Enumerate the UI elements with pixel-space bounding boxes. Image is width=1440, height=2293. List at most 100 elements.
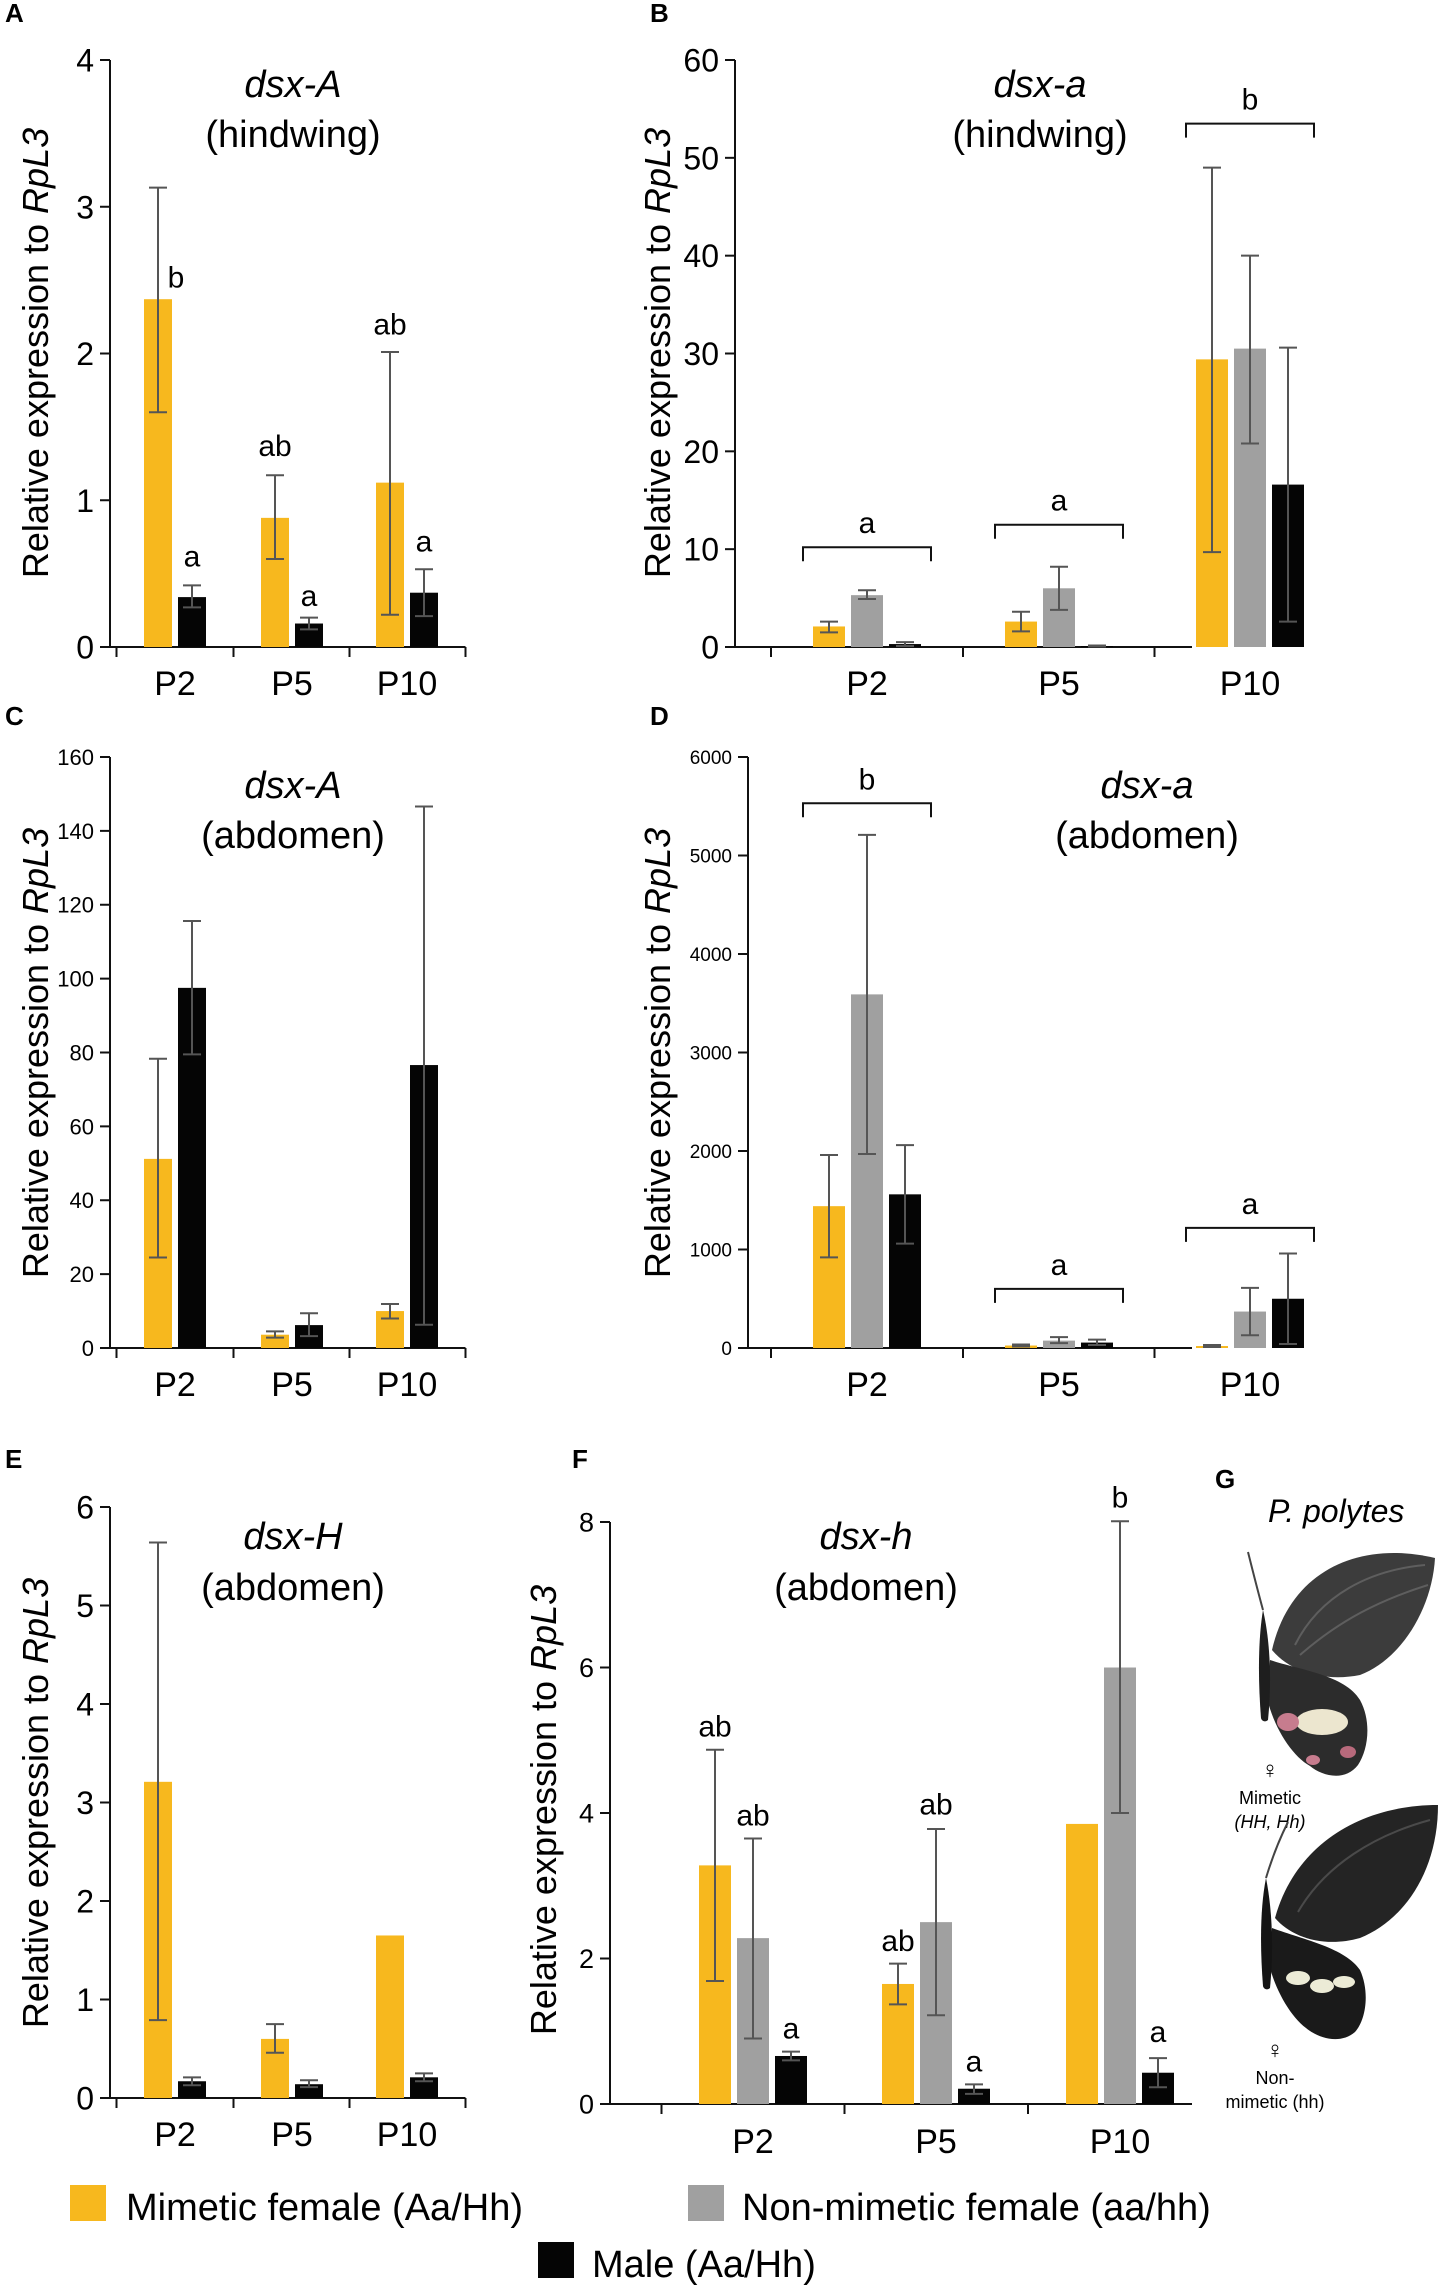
nonmimetic-label-1: Non-	[1255, 2068, 1294, 2088]
mimetic-female-symbol: ♀	[1261, 1757, 1279, 1784]
significance-letter-a: ab	[373, 308, 406, 341]
legend-swatch-nonmimetic	[688, 2185, 724, 2221]
species-name: P. polytes	[1268, 1493, 1404, 1529]
panel-g: G P. polytes ♀ Mimetic (HH, Hh) ♀ Non- m…	[1215, 1464, 1438, 2112]
y-tick-label-d: 4000	[690, 945, 732, 966]
nonmimetic-butterfly-image	[1261, 1805, 1438, 2040]
y-tick-label-e: 0	[76, 2081, 94, 2117]
significance-letter-b: b	[1242, 84, 1259, 117]
y-tick-label-c: 100	[57, 967, 94, 992]
y-tick-label-b: 50	[683, 140, 719, 176]
gene-title-a: dsx-A	[244, 64, 341, 106]
significance-letter-a: a	[184, 540, 201, 573]
tissue-title-c: (abdomen)	[201, 815, 385, 857]
tissue-title-e: (abdomen)	[201, 1567, 385, 1609]
significance-letter-a: a	[416, 526, 433, 559]
y-tick-label-b: 60	[683, 43, 719, 79]
significance-bracket-d	[1185, 1226, 1315, 1242]
significance-bracket-d	[994, 1287, 1124, 1303]
nonmimetic-white-band-2	[1310, 1979, 1334, 1993]
mimetic-label: Mimetic	[1239, 1788, 1301, 1808]
y-tick-label-c: 80	[70, 1040, 94, 1065]
y-tick-label-e: 5	[76, 1588, 94, 1624]
significance-letter-f: ab	[736, 1799, 769, 1832]
x-tick-label-c: P10	[377, 1366, 438, 1404]
y-axis-label-b: Relative expression to RpL3	[637, 128, 678, 578]
mimetic-white-patch	[1296, 1709, 1348, 1735]
mimetic-butterfly-image	[1247, 1551, 1435, 1776]
y-tick-label-c: 0	[82, 1336, 94, 1361]
y-tick-label-c: 120	[57, 893, 94, 918]
y-tick-label-f: 6	[579, 1653, 594, 1683]
x-tick-label-b: P2	[846, 665, 888, 703]
y-tick-label-a: 0	[76, 630, 94, 666]
y-tick-label-a: 1	[76, 483, 94, 519]
tissue-title-d: (abdomen)	[1055, 815, 1239, 857]
nonmimetic-label-2: mimetic (hh)	[1225, 2092, 1324, 2112]
gene-title-b: dsx-a	[994, 64, 1087, 106]
legend: Mimetic female (Aa/Hh) Non-mimetic femal…	[70, 2185, 1211, 2286]
x-tick-label-c: P5	[271, 1366, 313, 1404]
panel-letter-a: A	[5, 0, 24, 28]
panel-f: F 0 2 4 6 8 P2 P5 P10 Relative expression to RpL3…	[523, 1444, 1192, 2161]
significance-letter-f: ab	[698, 1711, 731, 1744]
panel-b: B 0 10 20 30 40 50 60 P2 P5 P10 Relative expression…	[637, 0, 1315, 703]
nonmimetic-body	[1261, 1878, 1273, 1990]
x-tick-label-a: P2	[154, 665, 196, 703]
bar-b-nonmimetic-p2	[851, 595, 883, 647]
significance-letter-f: ab	[881, 1925, 914, 1958]
y-axis-label-d: Relative expression to RpL3	[637, 828, 678, 1278]
significance-letter-f: a	[783, 2013, 800, 2046]
significance-letter-d: a	[1051, 1249, 1068, 1282]
y-tick-label-c: 140	[57, 819, 94, 844]
y-tick-label-d: 6000	[690, 748, 732, 769]
panel-e: E 0 1 2 3 4 5 6 P2 P5 P10 Relative expression to Rp…	[5, 1444, 467, 2154]
y-axis-label-a: Relative expression to RpL3	[15, 128, 56, 578]
y-tick-label-f: 8	[579, 1508, 594, 1538]
panel-c: C 0 20 40 60 80 100 120 140 160 P2 P5 P10 Relative ex…	[5, 701, 467, 1404]
x-tick-label-d: P2	[846, 1366, 888, 1404]
tissue-title-f: (abdomen)	[774, 1567, 958, 1609]
y-tick-label-b: 20	[683, 434, 719, 470]
y-tick-label-f: 0	[579, 2090, 594, 2120]
significance-bracket-b	[802, 546, 932, 562]
gene-title-c: dsx-A	[244, 765, 341, 807]
y-tick-label-a: 3	[76, 189, 94, 225]
significance-letter-f: b	[1112, 1481, 1129, 1514]
x-tick-label-b: P10	[1220, 665, 1281, 703]
bar-f-male-p2	[775, 2055, 807, 2104]
y-axis-label-e: Relative expression to RpL3	[15, 1578, 56, 2028]
y-tick-label-e: 4	[76, 1687, 94, 1723]
nonmimetic-white-band-1	[1286, 1971, 1310, 1985]
mimetic-body	[1258, 1610, 1271, 1722]
significance-bracket-d	[802, 802, 932, 818]
y-axis-label-f: Relative expression to RpL3	[523, 1585, 564, 2035]
panel-a: A 0 1 2 3 4 P2 P5 P10 Relative expression to RpL3…	[5, 0, 467, 703]
legend-label-male: Male (Aa/Hh)	[592, 2244, 816, 2286]
x-tick-label-e: P10	[377, 2116, 438, 2154]
significance-bracket-b	[994, 523, 1124, 539]
x-tick-label-f: P5	[915, 2123, 957, 2161]
nonmimetic-female-symbol: ♀	[1266, 2037, 1284, 2064]
y-tick-label-d: 1000	[690, 1240, 732, 1261]
significance-letter-d: b	[859, 763, 876, 796]
x-tick-label-c: P2	[154, 1366, 196, 1404]
y-tick-label-d: 5000	[690, 846, 732, 867]
y-tick-label-a: 2	[76, 336, 94, 372]
significance-letter-b: a	[1051, 485, 1068, 518]
y-tick-label-c: 60	[70, 1114, 94, 1139]
x-tick-label-a: P5	[271, 665, 313, 703]
y-axis-label-c: Relative expression to RpL3	[15, 828, 56, 1278]
y-tick-label-d: 2000	[690, 1142, 732, 1163]
bar-d-nonmimetic-p5	[1043, 1340, 1075, 1348]
y-tick-label-d: 3000	[690, 1043, 732, 1064]
bar-e-mimetic-p10	[376, 1935, 404, 2098]
y-tick-label-a: 4	[76, 43, 94, 79]
significance-letter-f: ab	[919, 1788, 952, 1821]
significance-letter-a: b	[168, 261, 185, 294]
panel-letter-d: D	[650, 701, 669, 731]
y-tick-label-c: 40	[70, 1188, 94, 1213]
y-tick-label-e: 2	[76, 1884, 94, 1920]
y-tick-label-c: 160	[57, 745, 94, 770]
legend-swatch-male	[538, 2242, 574, 2278]
